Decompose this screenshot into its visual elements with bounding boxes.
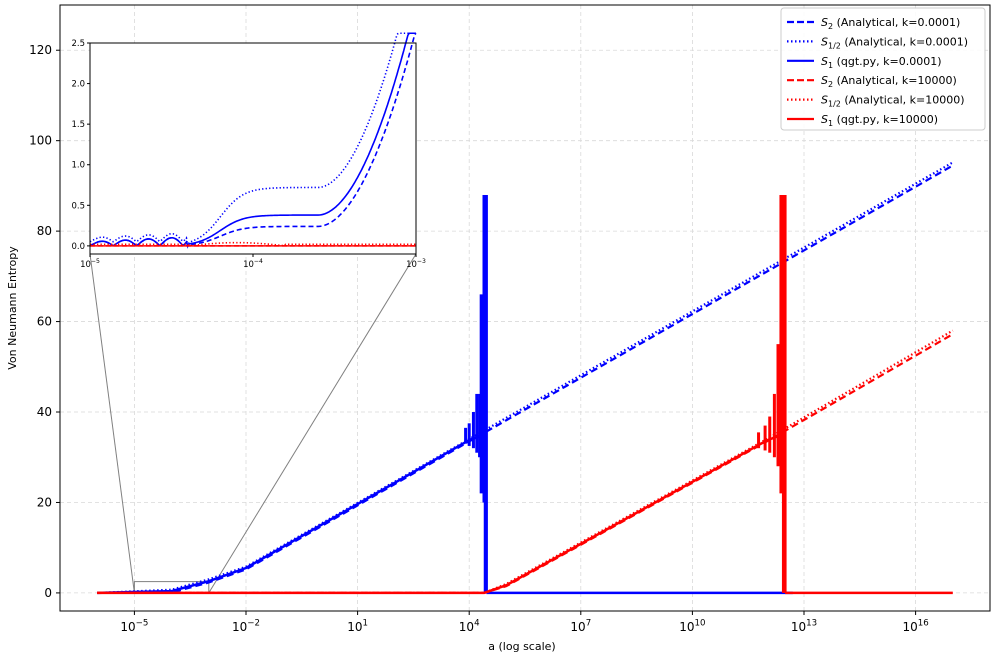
- series-line-4: [97, 329, 954, 595]
- inset-s-half-red: [90, 241, 416, 247]
- x-tick-label: 104: [459, 619, 480, 634]
- main-plot-frame: [59, 4, 991, 612]
- y-tick-label: 0: [44, 586, 52, 600]
- zoom-connector: [89, 253, 135, 593]
- y-tick-label: 80: [37, 224, 52, 238]
- inset-x-tick-label: 10−3: [406, 258, 426, 270]
- x-tick-label: 107: [570, 619, 591, 634]
- main-series: [97, 161, 954, 595]
- legend-label-2: S1 (qgt.py, k=0.0001): [821, 55, 942, 70]
- main-axes: 10−5 10−2 101 104 107 1010 1013 1016 0 20 40 60 80 10…: [29, 43, 929, 634]
- x-axis-label: a (log scale): [488, 640, 555, 653]
- series-line-2: [97, 433, 486, 595]
- legend-label-0: S2 (Analytical, k=0.0001): [821, 16, 960, 31]
- inset-s-half-blue: [89, 32, 416, 249]
- inset-y-tick-label: 2.0: [71, 80, 85, 90]
- inset-y-tick-label: 1.5: [71, 120, 85, 130]
- zoom-connector: [208, 253, 417, 594]
- legend-label-3: S2 (Analytical, k=10000): [821, 74, 957, 89]
- series-line-0: [97, 164, 954, 595]
- legend-box: [780, 7, 986, 131]
- inset-y-tick-label: 2.5: [71, 39, 85, 49]
- series-line-5: [97, 433, 783, 595]
- x-tick-label: 101: [347, 619, 368, 634]
- y-tick-label: 20: [37, 495, 52, 509]
- y-tick-label: 40: [37, 405, 52, 419]
- legend-label-5: S1 (qgt.py, k=10000): [821, 113, 938, 128]
- inset-background: [90, 43, 416, 254]
- inset-y-tick-label: 0.5: [71, 201, 85, 211]
- inset-y-tick-label: 1.0: [71, 161, 85, 171]
- legend-label-4: S1/2 (Analytical, k=10000): [821, 94, 965, 109]
- inset-s1-blue: [89, 32, 416, 248]
- x-tick-label: 1016: [902, 619, 928, 634]
- inset-curves: [89, 32, 417, 249]
- legend: S2 (Analytical, k=0.0001) S1/2 (Analytica…: [780, 7, 986, 131]
- x-tick-label: 10−5: [120, 619, 148, 634]
- inset-plot: 0.0 0.5 1.0 1.5 2.0 2.5 10−5 10−4 10−3: [71, 32, 426, 270]
- legend-label-1: S1/2 (Analytical, k=0.0001): [821, 35, 968, 50]
- x-tick-label: 1013: [791, 619, 817, 634]
- y-tick-label: 120: [29, 43, 52, 57]
- x-tick-label: 1010: [679, 619, 705, 634]
- y-tick-label: 100: [29, 134, 52, 148]
- inset-y-tick-label: 0.0: [71, 242, 85, 252]
- inset-s2-blue: [89, 32, 417, 248]
- inset-x-tick-label: 10−4: [243, 258, 263, 270]
- inset-x-tick-label: 10−5: [80, 258, 100, 270]
- y-axis-label: Von Neumann Entropy: [6, 246, 19, 370]
- series-line-1: [97, 161, 954, 594]
- y-tick-label: 60: [37, 315, 52, 329]
- x-tick-label: 10−2: [232, 619, 260, 634]
